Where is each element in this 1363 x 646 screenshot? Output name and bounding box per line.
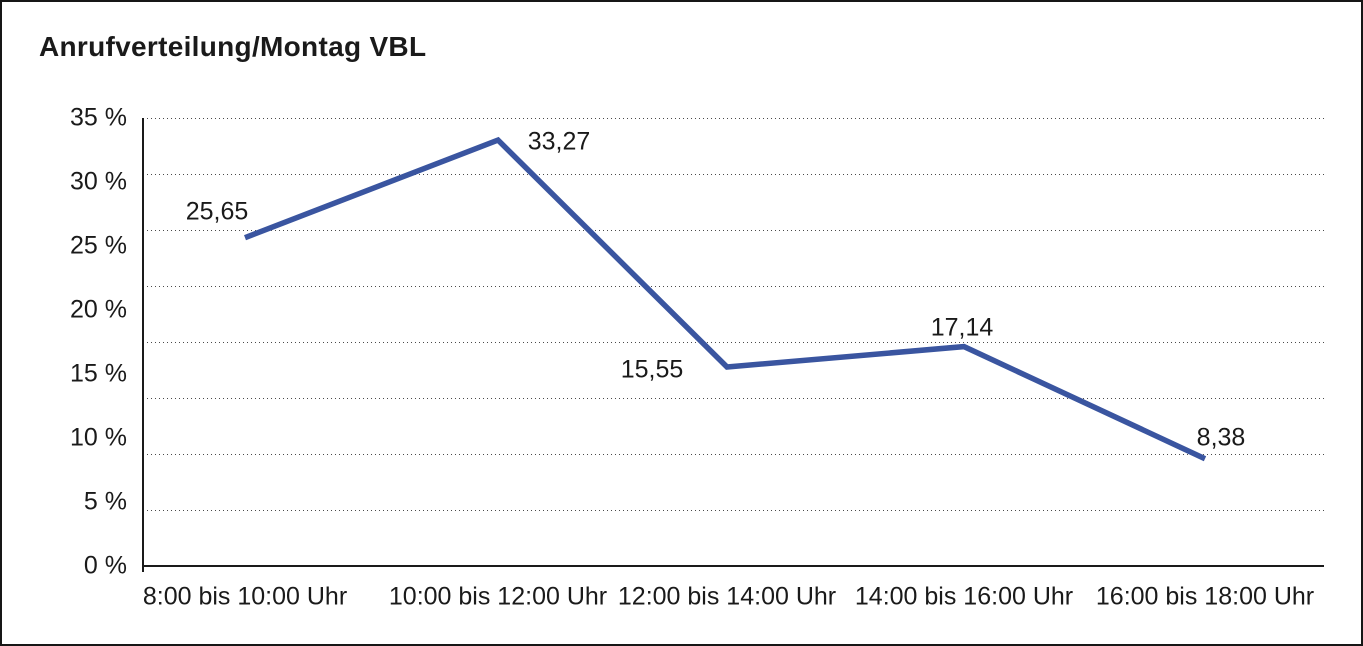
y-axis-tick-label: 30 % <box>70 167 127 196</box>
x-axis-category-label: 14:00 bis 16:00 Uhr <box>854 582 1074 611</box>
y-axis-tick-label: 5 % <box>83 487 127 516</box>
y-axis-tick-label: 35 % <box>70 103 127 132</box>
data-point-value-label: 25,65 <box>185 197 249 226</box>
data-point-value-label: 15,55 <box>620 355 684 384</box>
x-axis-category-label: 10:00 bis 12:00 Uhr <box>388 582 608 611</box>
data-line-series <box>244 136 1207 462</box>
y-axis-tick-label: 20 % <box>70 295 127 324</box>
x-axis-category-label: 12:00 bis 14:00 Uhr <box>617 582 837 611</box>
data-point-value-label: 33,27 <box>527 127 591 156</box>
data-point-value-label: 8,38 <box>1196 423 1246 452</box>
y-axis-tick-label: 15 % <box>70 359 127 388</box>
chart-title: Anrufverteilung/Montag VBL <box>39 31 427 62</box>
y-axis-tick-label: 0 % <box>83 551 127 580</box>
x-axis-category-label: 8:00 bis 10:00 Uhr <box>142 582 348 611</box>
y-axis-tick-label: 10 % <box>70 423 127 452</box>
x-axis-category-label: 16:00 bis 18:00 Uhr <box>1095 582 1315 611</box>
data-point-value-label: 17,14 <box>930 313 994 342</box>
y-axis-tick-label: 25 % <box>70 231 127 260</box>
